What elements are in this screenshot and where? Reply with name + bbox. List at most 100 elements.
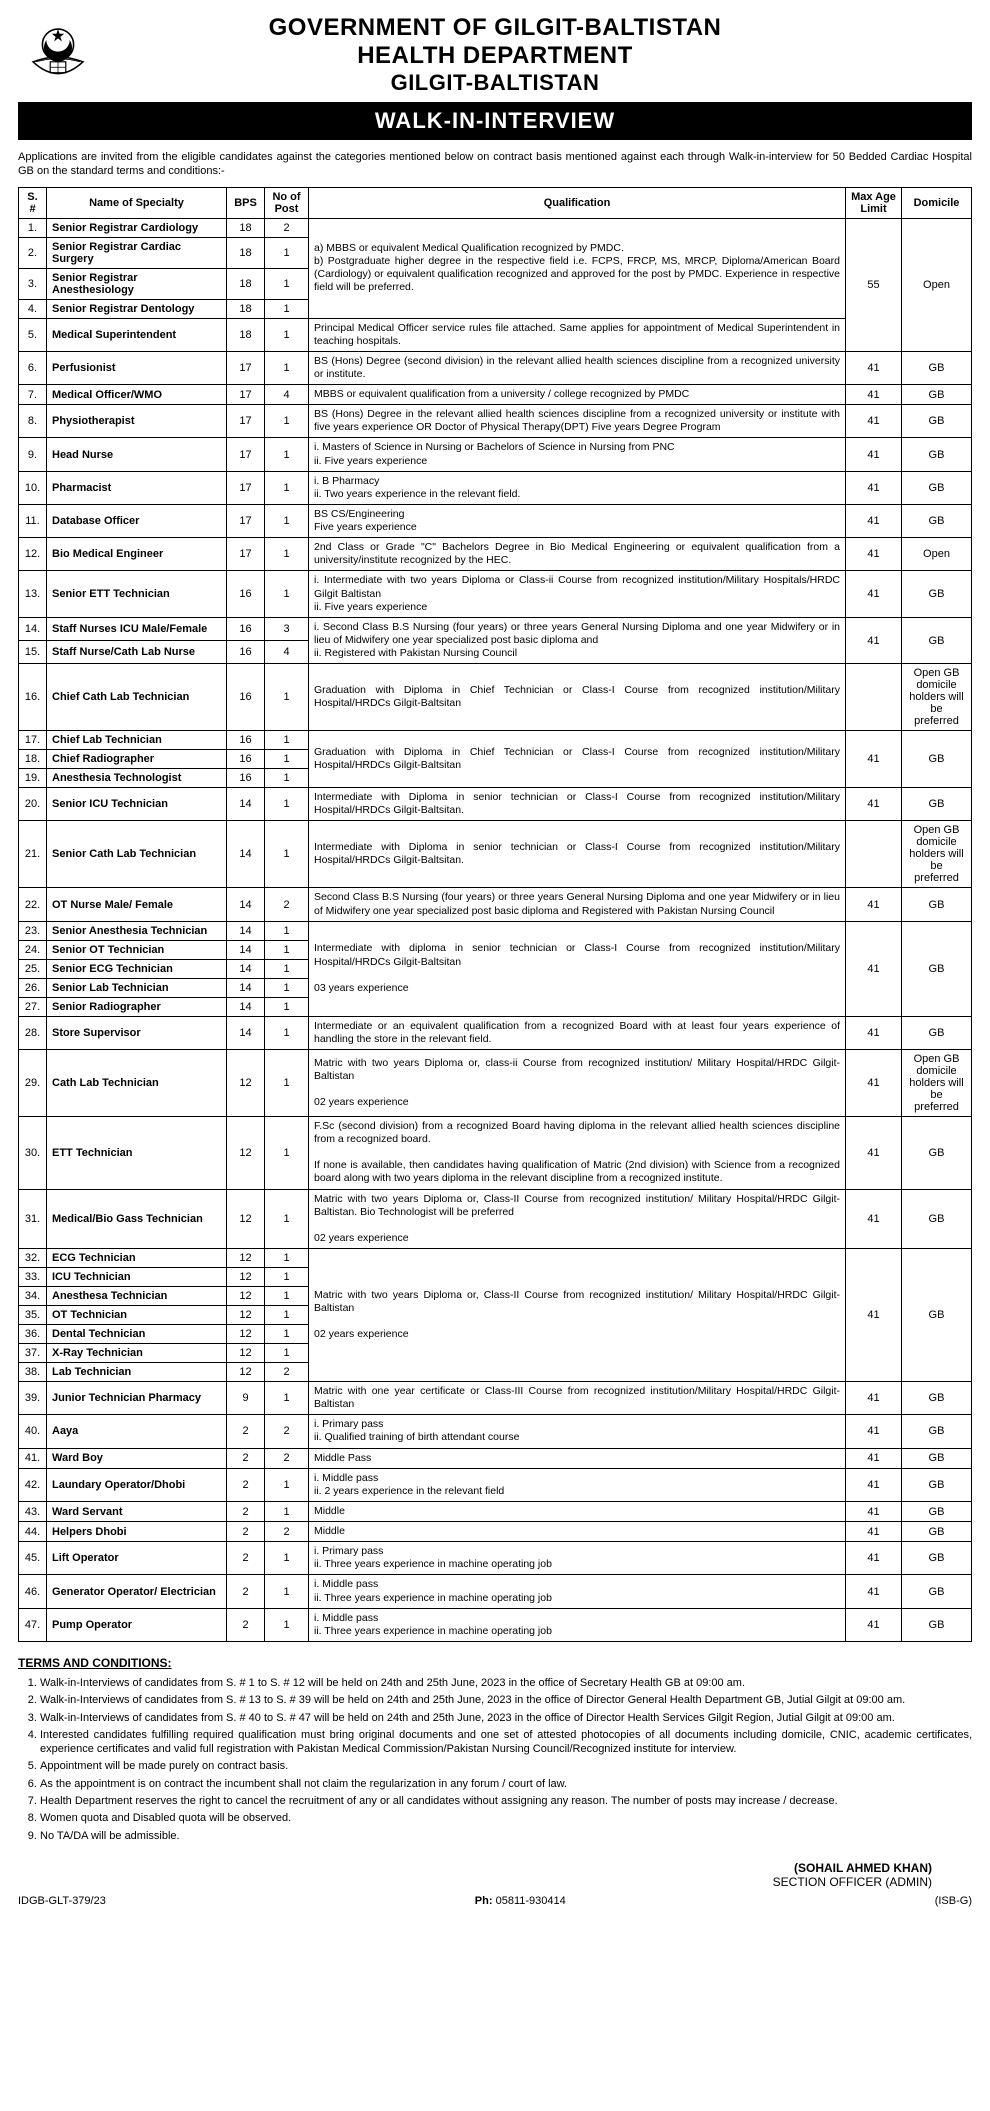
name-cell: Pharmacist [47, 471, 227, 504]
no-cell: 1 [265, 1325, 309, 1344]
no-cell: 1 [265, 1575, 309, 1608]
no-cell: 1 [265, 1189, 309, 1249]
no-cell: 1 [265, 405, 309, 438]
term-item: Health Department reserves the right to … [40, 1794, 972, 1808]
no-cell: 1 [265, 750, 309, 769]
name-cell: Lift Operator [47, 1542, 227, 1575]
table-row: 7.Medical Officer/WMO174MBBS or equivale… [19, 385, 972, 405]
table-row: 23.Senior Anesthesia Technician141Interm… [19, 921, 972, 940]
dom-cell: GB [902, 1468, 972, 1501]
table-header-row: S. # Name of Specialty BPS No of Post Qu… [19, 187, 972, 218]
name-cell: Aaya [47, 1415, 227, 1448]
no-cell: 1 [265, 237, 309, 268]
table-row: 39.Junior Technician Pharmacy91Matric wi… [19, 1382, 972, 1415]
phone: Ph: 05811-930414 [475, 1895, 566, 1907]
bps-cell: 17 [227, 438, 265, 471]
age-cell: 41 [846, 1448, 902, 1468]
table-row: 1.Senior Registrar Cardiology182a) MBBS … [19, 218, 972, 237]
dom-cell: Open [902, 538, 972, 571]
name-cell: Senior Anesthesia Technician [47, 921, 227, 940]
sn-cell: 8. [19, 405, 47, 438]
dom-cell: GB [902, 1608, 972, 1641]
sn-cell: 45. [19, 1542, 47, 1575]
qual-cell: 2nd Class or Grade "C" Bachelors Degree … [309, 538, 846, 571]
sn-cell: 37. [19, 1344, 47, 1363]
bps-cell: 16 [227, 641, 265, 664]
bps-cell: 17 [227, 504, 265, 537]
qual-cell: Middle [309, 1522, 846, 1542]
no-cell: 1 [265, 940, 309, 959]
age-cell: 41 [846, 731, 902, 788]
sn-cell: 15. [19, 641, 47, 664]
term-item: As the appointment is on contract the in… [40, 1777, 972, 1791]
table-row: 20.Senior ICU Technician141Intermediate … [19, 788, 972, 821]
bps-cell: 16 [227, 571, 265, 617]
bps-cell: 14 [227, 1016, 265, 1049]
dom-cell: GB [902, 1189, 972, 1249]
dom-cell: GB [902, 788, 972, 821]
name-cell: Pump Operator [47, 1608, 227, 1641]
no-cell: 2 [265, 1448, 309, 1468]
table-row: 45.Lift Operator21i. Primary passii. Thr… [19, 1542, 972, 1575]
table-row: 22.OT Nurse Male/ Female142Second Class … [19, 888, 972, 921]
table-row: 42.Laundary Operator/Dhobi21i. Middle pa… [19, 1468, 972, 1501]
name-cell: Senior Registrar Cardiology [47, 218, 227, 237]
name-cell: Junior Technician Pharmacy [47, 1382, 227, 1415]
sn-cell: 34. [19, 1287, 47, 1306]
sn-cell: 17. [19, 731, 47, 750]
no-cell: 1 [265, 1287, 309, 1306]
bps-cell: 14 [227, 921, 265, 940]
sn-cell: 26. [19, 978, 47, 997]
sn-cell: 31. [19, 1189, 47, 1249]
no-cell: 1 [265, 1344, 309, 1363]
no-cell: 1 [265, 997, 309, 1016]
name-cell: Medical Superintendent [47, 318, 227, 351]
sn-cell: 39. [19, 1382, 47, 1415]
col-bps: BPS [227, 187, 265, 218]
name-cell: Laundary Operator/Dhobi [47, 1468, 227, 1501]
qual-cell: i. Second Class B.S Nursing (four years)… [309, 617, 846, 663]
qual-cell: BS (Hons) Degree in the relevant allied … [309, 405, 846, 438]
qual-cell: Middle Pass [309, 1448, 846, 1468]
no-cell: 1 [265, 571, 309, 617]
name-cell: Lab Technician [47, 1363, 227, 1382]
dom-cell: GB [902, 1016, 972, 1049]
no-cell: 2 [265, 1522, 309, 1542]
dom-cell: GB [902, 504, 972, 537]
no-cell: 1 [265, 1608, 309, 1641]
no-cell: 1 [265, 471, 309, 504]
age-cell: 41 [846, 1468, 902, 1501]
table-row: 13.Senior ETT Technician161i. Intermedia… [19, 571, 972, 617]
dom-cell: GB [902, 438, 972, 471]
dom-cell: GB [902, 1501, 972, 1521]
terms-list: Walk-in-Interviews of candidates from S.… [18, 1676, 972, 1843]
qual-cell: Graduation with Diploma in Chief Technic… [309, 664, 846, 731]
no-cell: 4 [265, 385, 309, 405]
age-cell: 41 [846, 351, 902, 384]
sn-cell: 46. [19, 1575, 47, 1608]
no-cell: 1 [265, 921, 309, 940]
bps-cell: 12 [227, 1268, 265, 1287]
title-block: GOVERNMENT OF GILGIT-BALTISTAN HEALTH DE… [110, 14, 880, 96]
bps-cell: 18 [227, 268, 265, 299]
table-row: 28.Store Supervisor141Intermediate or an… [19, 1016, 972, 1049]
sn-cell: 1. [19, 218, 47, 237]
govt-emblem-icon [18, 14, 98, 94]
qual-cell: Principal Medical Officer service rules … [309, 318, 846, 351]
dom-cell: GB [902, 617, 972, 663]
no-cell: 1 [265, 978, 309, 997]
name-cell: Medical Officer/WMO [47, 385, 227, 405]
dom-cell: Open [902, 218, 972, 351]
age-cell: 41 [846, 1501, 902, 1521]
name-cell: Senior ECG Technician [47, 959, 227, 978]
bps-cell: 17 [227, 385, 265, 405]
bps-cell: 2 [227, 1542, 265, 1575]
bps-cell: 14 [227, 940, 265, 959]
bps-cell: 14 [227, 788, 265, 821]
no-cell: 1 [265, 1249, 309, 1268]
name-cell: Senior Registrar Dentology [47, 299, 227, 318]
sn-cell: 33. [19, 1268, 47, 1287]
term-item: No TA/DA will be admissible. [40, 1829, 972, 1843]
bps-cell: 12 [227, 1249, 265, 1268]
no-cell: 2 [265, 218, 309, 237]
